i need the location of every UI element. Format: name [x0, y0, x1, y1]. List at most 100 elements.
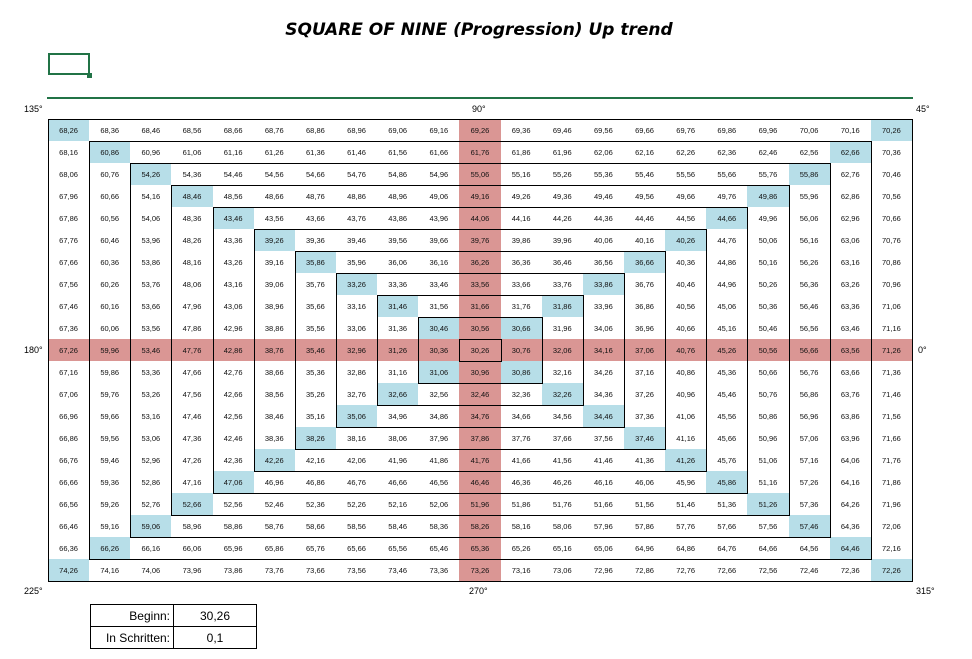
- grid-cell[interactable]: 55,46: [635, 169, 654, 179]
- grid-cell[interactable]: 57,26: [799, 477, 819, 487]
- grid-cell[interactable]: 33,16: [347, 301, 366, 311]
- grid-cell[interactable]: 50,36: [758, 301, 778, 311]
- grid-cell[interactable]: 37,76: [511, 433, 531, 443]
- grid-cell[interactable]: 71,86: [882, 477, 901, 487]
- grid-cell[interactable]: 72,06: [882, 521, 901, 531]
- grid-cell[interactable]: 73,66: [306, 565, 325, 575]
- grid-cell[interactable]: 42,46: [223, 433, 243, 443]
- grid-cell[interactable]: 51,76: [552, 499, 572, 509]
- grid-cell[interactable]: 35,46: [294, 339, 336, 361]
- grid-cell[interactable]: 72,56: [758, 565, 778, 575]
- grid-cell[interactable]: 69,36: [511, 125, 531, 135]
- grid-cell[interactable]: 69,56: [594, 125, 613, 135]
- grid-cell[interactable]: 64,56: [799, 543, 819, 553]
- grid-cell[interactable]: 33,56: [459, 273, 501, 295]
- grid-cell[interactable]: 36,46: [552, 257, 572, 267]
- grid-cell[interactable]: 67,36: [59, 323, 78, 333]
- grid-cell[interactable]: 64,46: [829, 537, 871, 559]
- grid-cell[interactable]: 43,86: [388, 213, 408, 223]
- grid-cell[interactable]: 61,46: [347, 147, 366, 157]
- grid-cell[interactable]: 45,96: [676, 477, 696, 487]
- grid-cell[interactable]: 51,46: [676, 499, 696, 509]
- grid-cell[interactable]: 50,66: [758, 367, 778, 377]
- grid-cell[interactable]: 44,76: [717, 235, 737, 245]
- grid-cell[interactable]: 55,16: [511, 169, 531, 179]
- grid-cell[interactable]: 64,16: [840, 477, 860, 487]
- grid-cell[interactable]: 39,46: [347, 235, 366, 245]
- grid-cell[interactable]: 70,86: [882, 257, 901, 267]
- grid-cell[interactable]: 49,46: [594, 191, 613, 201]
- grid-cell[interactable]: 53,46: [130, 339, 172, 361]
- grid-cell[interactable]: 55,86: [788, 163, 830, 185]
- grid-cell[interactable]: 63,06: [840, 235, 860, 245]
- grid-cell[interactable]: 51,66: [594, 499, 613, 509]
- grid-cell[interactable]: 53,96: [141, 235, 161, 245]
- grid-cell[interactable]: 35,96: [347, 257, 366, 267]
- grid-cell[interactable]: 41,26: [665, 449, 707, 471]
- grid-cell[interactable]: 36,26: [459, 251, 501, 273]
- grid-cell[interactable]: 70,56: [882, 191, 901, 201]
- grid-cell[interactable]: 31,26: [377, 339, 419, 361]
- grid-cell[interactable]: 64,96: [635, 543, 654, 553]
- grid-cell[interactable]: 60,16: [100, 301, 120, 311]
- grid-cell[interactable]: 39,96: [552, 235, 572, 245]
- grid-cell[interactable]: 67,56: [59, 279, 78, 289]
- grid-cell[interactable]: 36,86: [635, 301, 654, 311]
- grid-cell[interactable]: 56,36: [799, 279, 819, 289]
- grid-cell[interactable]: 65,06: [594, 543, 613, 553]
- grid-cell[interactable]: 45,06: [717, 301, 737, 311]
- grid-cell[interactable]: 31,96: [552, 323, 572, 333]
- grid-cell[interactable]: 55,06: [459, 163, 501, 185]
- grid-cell[interactable]: 45,26: [706, 339, 748, 361]
- grid-cell[interactable]: 35,16: [306, 411, 325, 421]
- grid-cell[interactable]: 62,86: [840, 191, 860, 201]
- grid-cell[interactable]: 73,16: [511, 565, 531, 575]
- grid-cell[interactable]: 46,86: [306, 477, 325, 487]
- grid-cell[interactable]: 45,16: [717, 323, 737, 333]
- grid-cell[interactable]: 72,86: [635, 565, 654, 575]
- grid-cell[interactable]: 42,36: [223, 455, 243, 465]
- grid-cell[interactable]: 33,96: [594, 301, 613, 311]
- grid-cell[interactable]: 67,06: [59, 389, 78, 399]
- grid-cell[interactable]: 63,26: [840, 279, 860, 289]
- grid-cell[interactable]: 49,56: [635, 191, 654, 201]
- grid-cell[interactable]: 69,66: [635, 125, 654, 135]
- grid-cell[interactable]: 35,56: [306, 323, 325, 333]
- grid-cell[interactable]: 31,66: [459, 295, 501, 317]
- grid-cell[interactable]: 62,66: [829, 141, 871, 163]
- grid-cell[interactable]: 56,06: [799, 213, 819, 223]
- grid-cell[interactable]: 51,96: [459, 493, 501, 515]
- grid-cell[interactable]: 43,26: [223, 257, 243, 267]
- grid-cell[interactable]: 70,36: [882, 147, 901, 157]
- grid-cell[interactable]: 43,36: [223, 235, 243, 245]
- grid-cell[interactable]: 61,56: [388, 147, 408, 157]
- grid-cell[interactable]: 48,06: [182, 279, 202, 289]
- grid-cell[interactable]: 47,66: [182, 367, 202, 377]
- grid-cell[interactable]: 57,16: [799, 455, 819, 465]
- grid-cell[interactable]: 70,26: [870, 119, 912, 141]
- grid-cell[interactable]: 37,66: [552, 433, 572, 443]
- grid-cell[interactable]: 32,36: [511, 389, 531, 399]
- grid-cell[interactable]: 47,46: [182, 411, 202, 421]
- grid-cell[interactable]: 42,16: [306, 455, 325, 465]
- grid-cell[interactable]: 40,36: [676, 257, 696, 267]
- grid-cell[interactable]: 60,96: [141, 147, 161, 157]
- grid-cell[interactable]: 46,26: [552, 477, 572, 487]
- grid-cell[interactable]: 38,26: [294, 427, 336, 449]
- grid-cell[interactable]: 57,56: [758, 521, 778, 531]
- grid-cell[interactable]: 46,46: [459, 471, 501, 493]
- grid-cell[interactable]: 62,46: [758, 147, 778, 157]
- grid-cell[interactable]: 53,16: [141, 411, 161, 421]
- grid-cell[interactable]: 32,66: [377, 383, 419, 405]
- grid-cell[interactable]: 41,96: [388, 455, 408, 465]
- grid-cell[interactable]: 55,36: [594, 169, 613, 179]
- grid-cell[interactable]: 67,46: [59, 301, 78, 311]
- grid-cell[interactable]: 59,76: [100, 389, 120, 399]
- grid-cell[interactable]: 51,56: [635, 499, 654, 509]
- grid-cell[interactable]: 33,06: [347, 323, 366, 333]
- grid-cell[interactable]: 40,76: [665, 339, 707, 361]
- grid-cell[interactable]: 48,36: [182, 213, 202, 223]
- grid-cell[interactable]: 70,66: [882, 213, 901, 223]
- grid-cell[interactable]: 38,86: [264, 323, 284, 333]
- grid-cell[interactable]: 58,56: [347, 521, 366, 531]
